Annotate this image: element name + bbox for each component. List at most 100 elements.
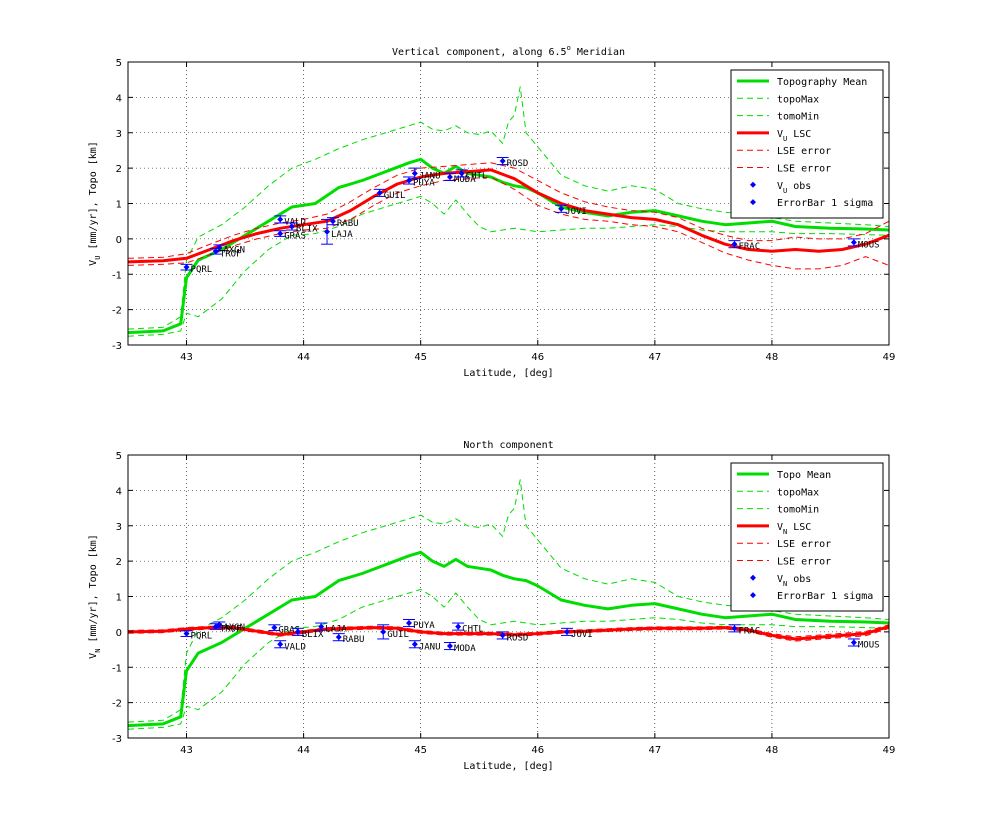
obs-marker (405, 620, 412, 627)
obs-point: JANU (408, 167, 441, 181)
station-label: ROSD (507, 633, 529, 643)
obs-point: MOUS (847, 238, 880, 250)
y-tick-label: 5 (116, 58, 122, 69)
legend-sub: N (783, 580, 787, 588)
series-group (128, 479, 889, 730)
station-label: GRAS (284, 232, 306, 242)
legend-suffix: LSC (787, 129, 811, 140)
ylabel-pre: V (88, 260, 99, 266)
series-line-topography-mean (128, 157, 889, 335)
obs-point: BLIX (285, 222, 318, 234)
obs-marker (335, 634, 342, 641)
legend-item: Topo Mean (737, 470, 831, 481)
station-label: PQRL (191, 265, 213, 275)
ylabel-post: [mm/yr], Topo [km] (88, 141, 99, 255)
x-tick-label: 47 (648, 745, 661, 756)
y-tick-label: 0 (116, 235, 122, 246)
legend-label: LSE error (777, 146, 831, 157)
legend-swatch (750, 592, 756, 599)
station-label: JANU (419, 171, 441, 181)
y-tick-label: 1 (116, 200, 122, 211)
series-line-tomomin (128, 195, 889, 337)
station-label: FRAC (738, 242, 760, 252)
station-label: VALD (284, 217, 306, 227)
legend-item: LSE error (737, 539, 831, 550)
ylabel-pre: V (88, 653, 99, 659)
x-tick-label: 44 (297, 745, 310, 756)
legend-swatch (750, 199, 756, 206)
legend-text: V (777, 129, 783, 140)
station-label: LAJA (325, 625, 347, 635)
obs-marker (446, 643, 453, 650)
y-tick-label: 0 (116, 628, 122, 639)
obs-marker (329, 218, 336, 225)
x-tick-label: 43 (180, 352, 193, 363)
title-text: North component (463, 440, 553, 451)
station-label: PQRL (191, 632, 213, 642)
legend-label: VU obs (777, 181, 811, 195)
station-label: TROF (220, 249, 242, 259)
obs-point: GUIL (373, 188, 405, 201)
legend-item: LSE error (737, 164, 831, 175)
y-tick-label: 2 (116, 164, 122, 175)
legend-item: ErrorBar 1 sigma (750, 591, 873, 602)
legend-swatch (750, 574, 756, 581)
legend-box (730, 462, 884, 612)
ylabel-sub: N (94, 649, 102, 653)
legend-label: LSE error (777, 164, 831, 175)
legend-item: topoMax (737, 487, 819, 498)
legend-text: LSE error (777, 164, 831, 175)
x-tick-label: 45 (414, 352, 427, 363)
chart-title: North component (463, 440, 553, 451)
obs-point: TROF (209, 247, 242, 259)
station-label: AXGN (223, 623, 245, 633)
station-label: GRAS (278, 626, 300, 636)
obs-marker (380, 628, 387, 635)
station-label: GUIL (387, 630, 409, 640)
station-label: PUYA (413, 179, 435, 189)
legend-label: ErrorBar 1 sigma (777, 198, 873, 209)
legend-item: LSE error (737, 146, 831, 157)
legend-sub: N (783, 528, 787, 536)
obs-point: CHTL (455, 169, 488, 181)
obs-marker (458, 170, 465, 177)
x-tick-label: 48 (766, 352, 779, 363)
legend-item: LSE error (737, 557, 831, 568)
legend-item: tomoMin (737, 505, 819, 516)
legend-label: topoMax (777, 487, 819, 498)
y-tick-label: -1 (112, 270, 122, 281)
legend-text: tomoMin (777, 505, 819, 516)
obs-point: VALD (274, 215, 306, 227)
station-label: CHTL (466, 171, 488, 181)
legend-suffix: obs (787, 181, 811, 192)
obs-marker (324, 228, 331, 235)
y-tick-label: -2 (112, 699, 122, 710)
legend-item: topoMax (737, 94, 819, 105)
obs-point: PQRL (180, 263, 213, 275)
obs-marker (277, 216, 284, 223)
legend-text: LSE error (777, 557, 831, 568)
y-tick-label: -2 (112, 306, 122, 317)
x-tick-label: 49 (883, 745, 896, 756)
x-tick-label: 48 (766, 745, 779, 756)
x-axis-label: Latitude, [deg] (463, 368, 553, 379)
legend-text: Topography Mean (777, 77, 867, 88)
obs-point: TROF (209, 623, 241, 635)
obs-marker (277, 230, 284, 237)
station-label: RABU (337, 219, 359, 229)
legend-label: tomoMin (777, 112, 819, 123)
obs-point: FRAC (728, 240, 760, 252)
legend-text: topoMax (777, 487, 819, 498)
station-label: MODA (454, 644, 476, 654)
obs-point: JOVI (561, 627, 593, 640)
legend-label: topoMax (777, 94, 819, 105)
legend-text: ErrorBar 1 sigma (777, 591, 873, 602)
obs-point: RABU (332, 633, 364, 645)
legend-label: VN obs (777, 574, 811, 588)
series-group (128, 86, 889, 337)
